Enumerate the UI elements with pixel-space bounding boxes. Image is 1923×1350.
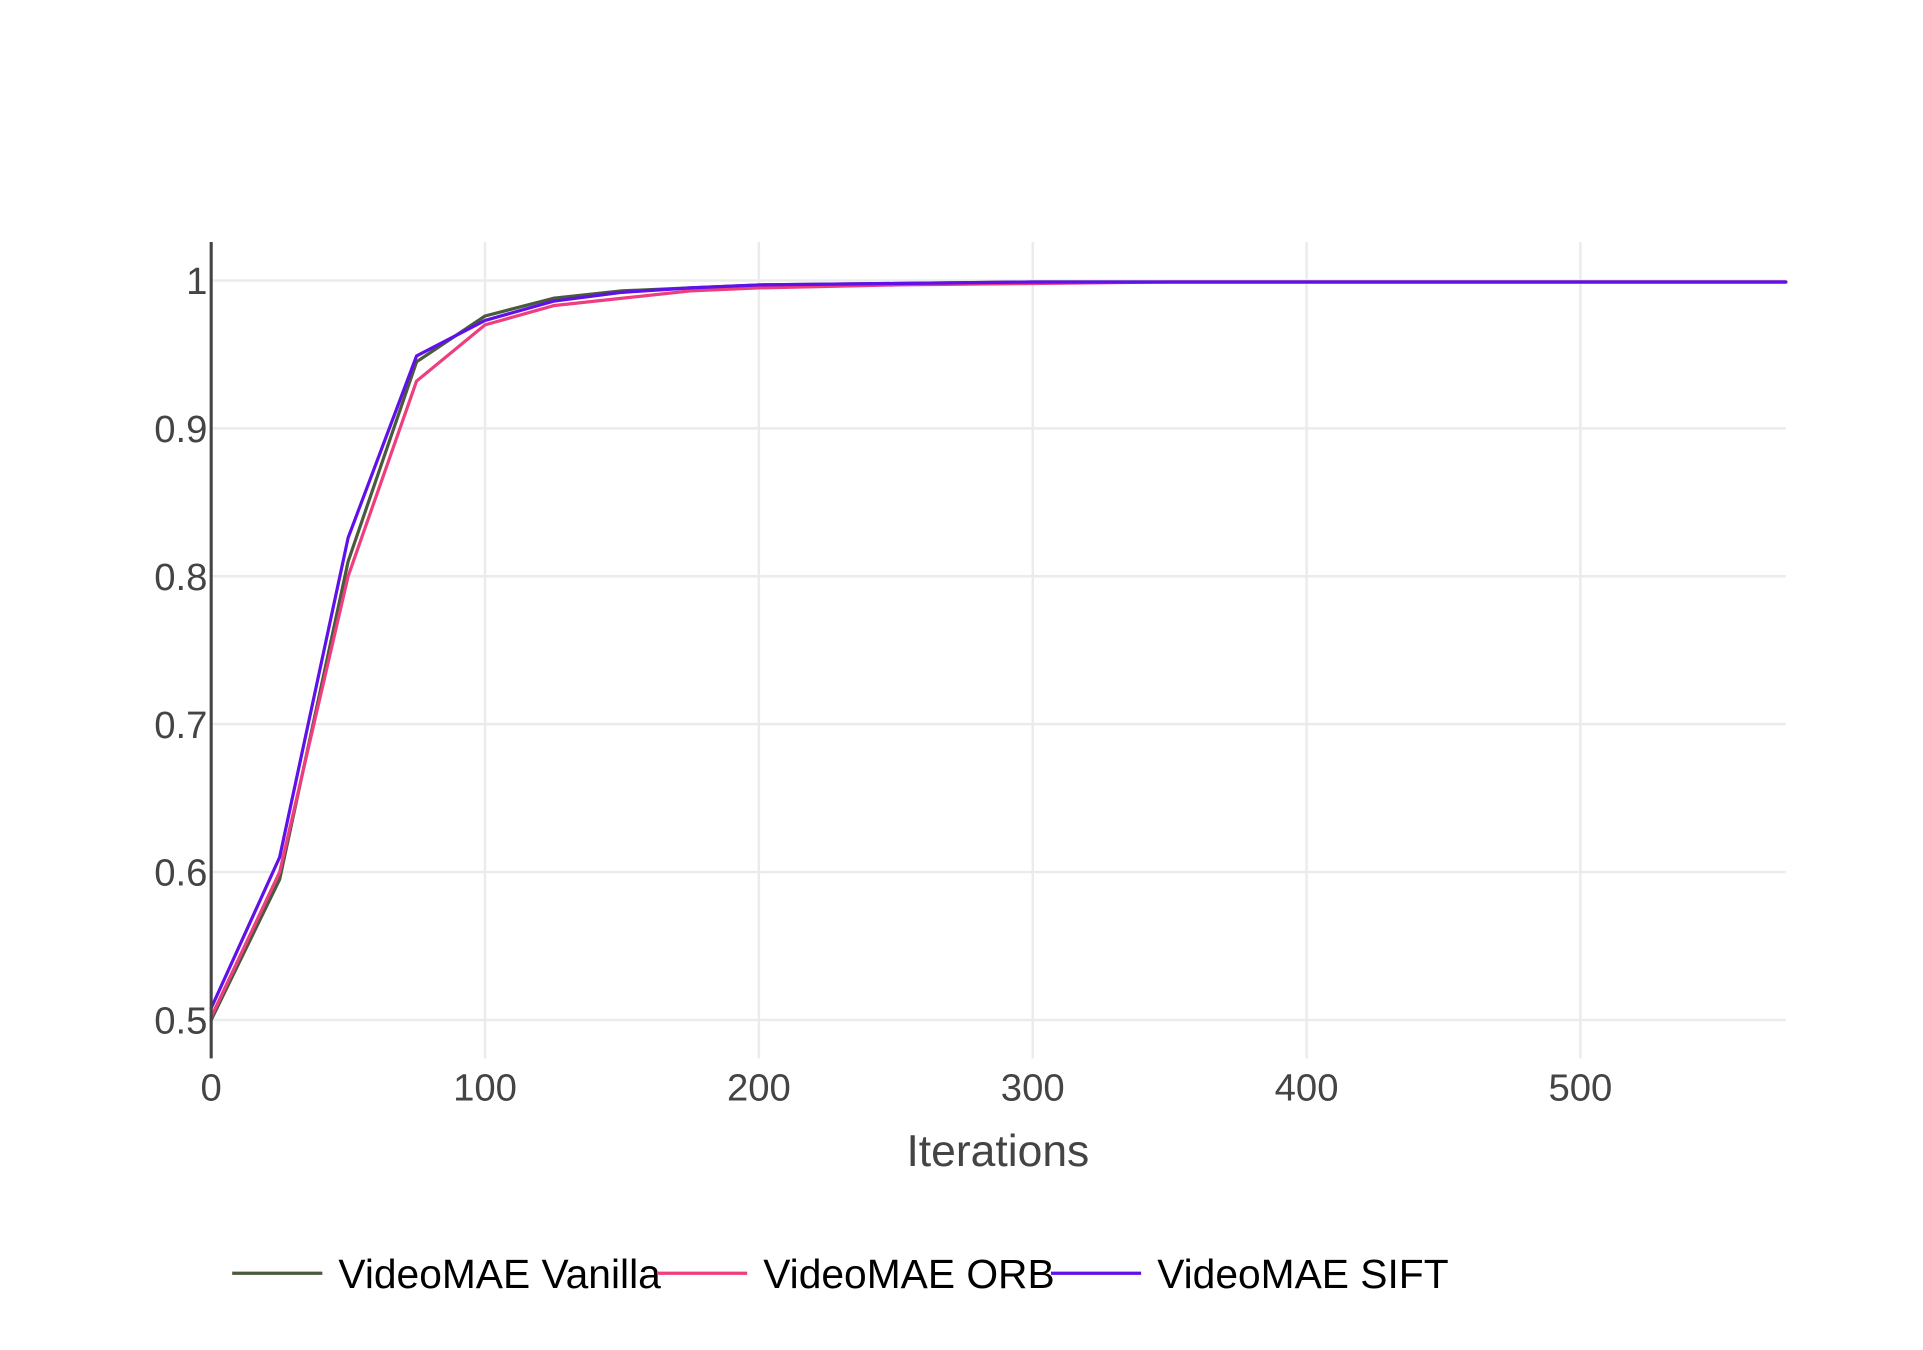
chart-scale-group: 0 100 200 300 400 500 0.5 0.6 0.7 0.8 0.9 1 Iterat…: [154, 242, 1788, 1297]
x-grid-lines: [483, 242, 1582, 1059]
series-line: [209, 280, 1788, 1022]
y-tick-labels: 0.5 0.6 0.7 0.8 0.9 1: [154, 260, 207, 1042]
legend-label: VideoMAE SIFT: [1157, 1251, 1448, 1297]
x-tick-label: 0: [201, 1066, 222, 1109]
y-tick-label: 1: [186, 260, 207, 303]
x-tick-labels: 0 100 200 300 400 500: [201, 1066, 1613, 1109]
x-tick-label: 300: [1001, 1066, 1065, 1109]
series-line: [209, 280, 1788, 1010]
x-tick-label: 100: [453, 1066, 517, 1109]
y-grid-lines: [211, 279, 1786, 1022]
legend-label: VideoMAE ORB: [763, 1251, 1054, 1297]
y-tick-label: 0.7: [154, 704, 207, 747]
series-line: [209, 280, 1788, 1019]
legend-label: VideoMAE Vanilla: [338, 1251, 661, 1297]
x-tick-label: 200: [727, 1066, 791, 1109]
x-tick-label: 400: [1275, 1066, 1339, 1109]
y-tick-label: 0.9: [154, 408, 207, 451]
x-tick-label: 500: [1548, 1066, 1612, 1109]
x-axis-title: Iterations: [906, 1127, 1089, 1176]
y-tick-label: 0.6: [154, 852, 207, 895]
series-lines: [209, 280, 1788, 1022]
legend: VideoMAE Vanilla VideoMAE ORB VideoMAE SIF…: [232, 1251, 1449, 1297]
y-tick-label: 0.8: [154, 556, 207, 599]
y-tick-label: 0.5: [154, 1000, 207, 1043]
